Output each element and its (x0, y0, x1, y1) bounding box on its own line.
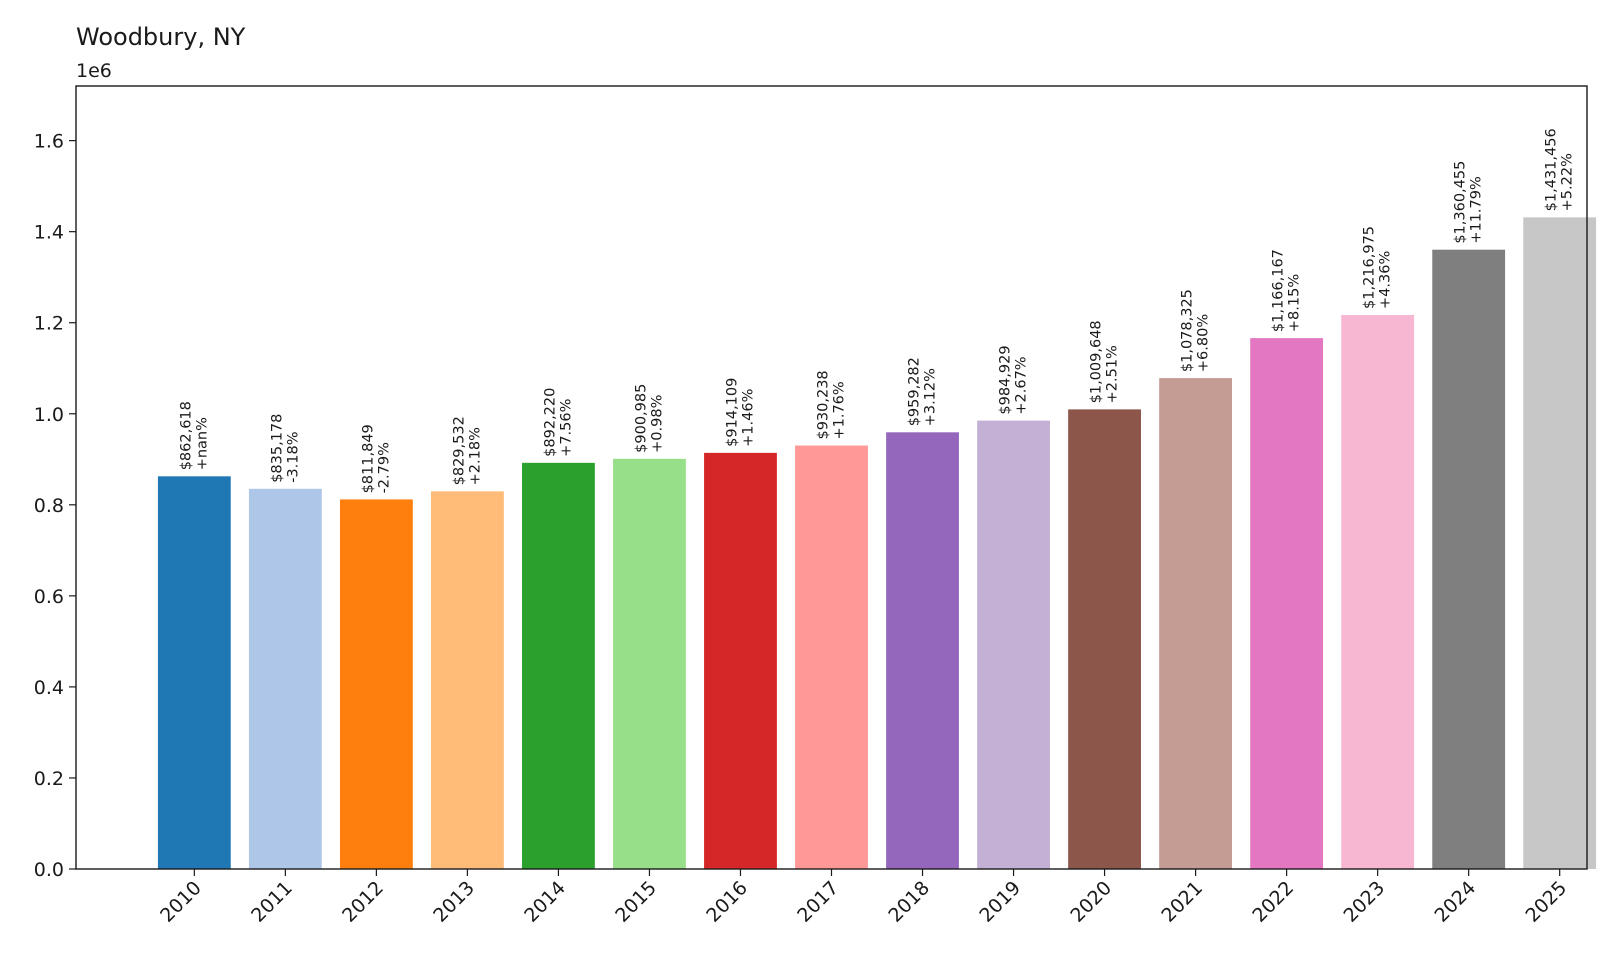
data-label-change: +1.76% (832, 381, 848, 439)
data-label-value: $1,360,455 (1453, 161, 1469, 244)
x-tick-label-2018: 2018 (884, 877, 934, 927)
data-label-change: +2.67% (1014, 356, 1030, 414)
bar-2019 (977, 420, 1050, 869)
data-label-2024: $1,360,455 +11.79% (1453, 161, 1485, 244)
data-label-change: -3.18% (285, 432, 301, 483)
bar-2023 (1341, 314, 1415, 869)
x-tick-label-2012: 2012 (338, 877, 388, 927)
y-axis-offset-label: 1e6 (76, 60, 112, 82)
data-label-change: +2.51% (1105, 345, 1121, 403)
x-tick-label-2017: 2017 (793, 877, 843, 927)
data-label-2022: $1,166,167 +8.15% (1271, 249, 1303, 332)
y-tick-label: 0.4 (34, 677, 64, 699)
data-label-value: $892,220 (542, 388, 558, 457)
data-label-change: +3.12% (923, 368, 939, 426)
x-tick-label-2019: 2019 (975, 877, 1025, 927)
data-label-2018: $959,282 +3.12% (907, 357, 939, 426)
x-tick-label-2011: 2011 (247, 877, 297, 927)
chart-title: Woodbury, NY (76, 23, 246, 51)
bar-2011 (248, 488, 322, 869)
y-tick-label: 1.4 (34, 222, 64, 244)
data-label-value: $811,849 (360, 424, 376, 493)
bar-2013 (430, 491, 504, 869)
x-tick-label-2013: 2013 (429, 877, 479, 927)
y-tick-label: 0.6 (34, 586, 64, 608)
x-tick-label-2021: 2021 (1157, 877, 1207, 927)
data-label-2013: $829,532 +2.18% (451, 416, 483, 485)
data-label-2014: $892,220 +7.56% (542, 388, 574, 457)
data-label-2020: $1,009,648 +2.51% (1089, 320, 1121, 403)
data-label-2019: $984,929 +2.67% (998, 345, 1030, 414)
data-label-value: $1,078,325 (1180, 289, 1196, 372)
data-label-2011: $835,178 -3.18% (269, 414, 301, 483)
bar-2022 (1250, 338, 1324, 869)
data-label-2016: $914,109 +1.46% (724, 378, 756, 447)
data-label-value: $984,929 (998, 345, 1014, 414)
bar-2025 (1523, 217, 1597, 870)
plot-frame (75, 85, 1588, 870)
data-label-value: $829,532 (451, 416, 467, 485)
data-label-value: $835,178 (269, 414, 285, 483)
data-label-change: +0.98% (649, 395, 665, 453)
data-label-change: +1.46% (740, 389, 756, 447)
data-label-change: +nan% (194, 417, 210, 470)
data-label-2017: $930,238 +1.76% (816, 370, 848, 439)
x-tick-label-2015: 2015 (611, 877, 661, 927)
x-tick-label-2010: 2010 (156, 877, 206, 927)
x-tick-label-2016: 2016 (702, 877, 752, 927)
data-label-change: +11.79% (1469, 176, 1485, 243)
x-tick-label-2014: 2014 (520, 877, 570, 927)
bar-2016 (704, 452, 777, 869)
y-tick-label: 0.8 (34, 495, 64, 517)
plot-area: $862,618 +nan% 2010 $835,178 -3.18% 2011 $811,… (34, 85, 1597, 927)
bar-2020 (1068, 409, 1141, 869)
bar-2015 (613, 458, 686, 869)
x-tick-label-2020: 2020 (1066, 877, 1116, 927)
data-label-value: $914,109 (724, 378, 740, 447)
bar-2021 (1159, 378, 1233, 869)
data-label-value: $959,282 (907, 357, 923, 426)
x-tick-label-2023: 2023 (1339, 877, 1389, 927)
data-label-value: $1,166,167 (1271, 249, 1287, 332)
data-label-2021: $1,078,325 +6.80% (1180, 289, 1212, 372)
data-label-change: +4.36% (1378, 251, 1394, 309)
data-label-value: $900,985 (633, 384, 649, 453)
data-label-value: $862,618 (178, 401, 194, 470)
data-label-change: +7.56% (558, 399, 574, 457)
y-tick-label: 1.6 (34, 131, 64, 153)
bar-2017 (795, 445, 868, 869)
data-label-value: $1,216,975 (1362, 226, 1378, 309)
data-label-change: -2.79% (376, 442, 392, 493)
x-tick-label-2024: 2024 (1430, 877, 1480, 927)
data-label-value: $930,238 (816, 370, 832, 439)
data-label-value: $1,009,648 (1089, 320, 1105, 403)
data-label-2025: $1,431,456 +5.22% (1544, 128, 1576, 211)
data-label-value: $1,431,456 (1544, 128, 1560, 211)
data-label-2010: $862,618 +nan% (178, 401, 210, 470)
data-label-change: +2.18% (467, 427, 483, 485)
y-tick-label: 0.2 (34, 768, 64, 790)
y-tick-label: 0.0 (34, 859, 64, 881)
y-tick-label: 1.0 (34, 404, 64, 426)
data-label-2023: $1,216,975 +4.36% (1362, 226, 1394, 309)
y-tick-label: 1.2 (34, 313, 64, 335)
bar-2014 (522, 462, 595, 869)
data-label-2015: $900,985 +0.98% (633, 384, 665, 453)
bar-2010 (157, 476, 231, 869)
data-label-2012: $811,849 -2.79% (360, 424, 392, 493)
bar-2012 (339, 499, 413, 869)
bar-2018 (886, 432, 959, 869)
data-label-change: +6.80% (1196, 314, 1212, 372)
data-label-change: +8.15% (1287, 274, 1303, 332)
x-tick-label-2025: 2025 (1521, 877, 1571, 927)
x-tick-label-2022: 2022 (1248, 877, 1298, 927)
data-label-change: +5.22% (1560, 153, 1576, 211)
bar-2024 (1432, 249, 1506, 869)
